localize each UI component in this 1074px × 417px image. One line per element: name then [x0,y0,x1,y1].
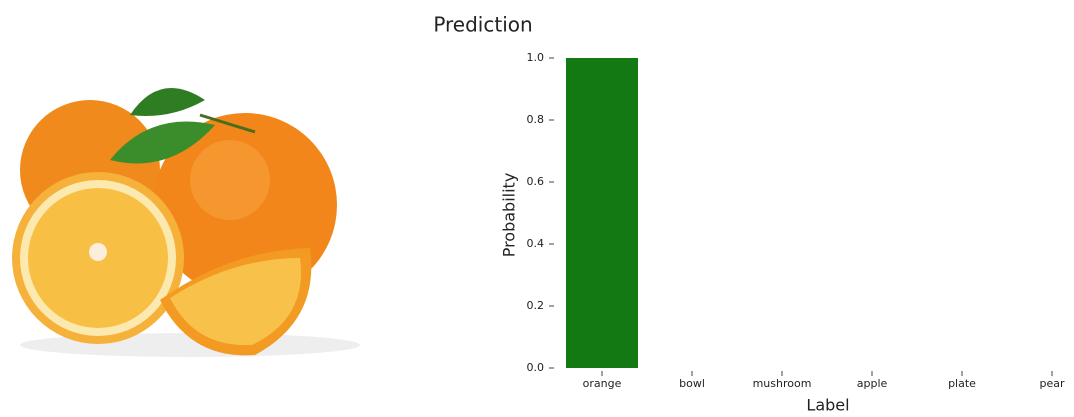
y-tick-label: 0.8 [527,113,545,126]
x-tick-label: mushroom [753,377,812,390]
chart-title: Prediction [433,13,532,37]
x-tick-label: pear [1039,377,1064,390]
y-axis-label: Probability [500,173,519,258]
x-tick-label: orange [583,377,622,390]
y-tick-label: 0.6 [527,175,545,188]
oranges-photo [8,50,388,370]
page: Prediction Probability Label 0.0 0.2 0.4 0.… [0,0,1074,417]
bar [566,58,638,368]
x-tick-label: bowl [679,377,705,390]
x-tick-label: apple [857,377,888,390]
y-tick-label: 0.0 [527,361,545,374]
y-tick-label: 0.2 [527,299,545,312]
y-tick-label: 1.0 [527,51,545,64]
y-tick-label: 0.4 [527,237,545,250]
x-tick-label: plate [948,377,976,390]
x-axis-label: Label [806,396,849,415]
